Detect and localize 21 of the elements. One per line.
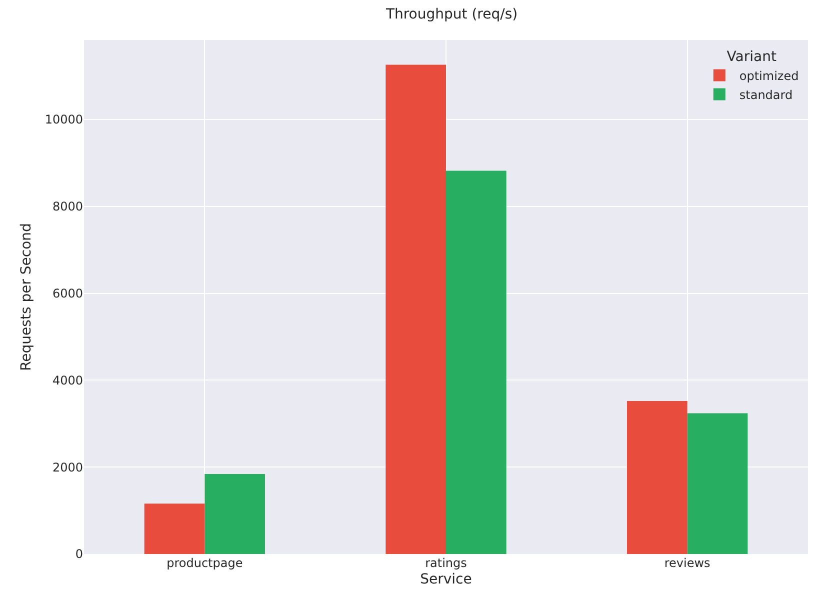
y-tick-label: 2000 bbox=[52, 460, 83, 474]
x-axis-title: Service bbox=[420, 571, 472, 588]
bar bbox=[687, 413, 748, 554]
legend-label: standard bbox=[739, 88, 793, 102]
y-tick-label: 8000 bbox=[52, 200, 83, 214]
legend-title: Variant bbox=[726, 48, 777, 65]
y-tick-label: 0 bbox=[75, 547, 83, 562]
y-tick-label: 10000 bbox=[44, 112, 83, 127]
y-tick-label: 6000 bbox=[52, 286, 83, 301]
bar bbox=[446, 170, 506, 554]
x-tick-label: ratings bbox=[425, 556, 467, 570]
x-tick-label: reviews bbox=[664, 556, 710, 570]
x-tick-label: productpage bbox=[166, 556, 243, 570]
bar bbox=[204, 474, 265, 554]
y-tick-label: 4000 bbox=[52, 373, 83, 388]
y-axis-title: Requests per Second bbox=[18, 223, 34, 371]
bar bbox=[386, 64, 446, 554]
chart-title: Throughput (req/s) bbox=[384, 6, 518, 23]
legend-label: optimized bbox=[739, 68, 799, 83]
bar bbox=[144, 504, 205, 554]
bar bbox=[627, 401, 688, 554]
